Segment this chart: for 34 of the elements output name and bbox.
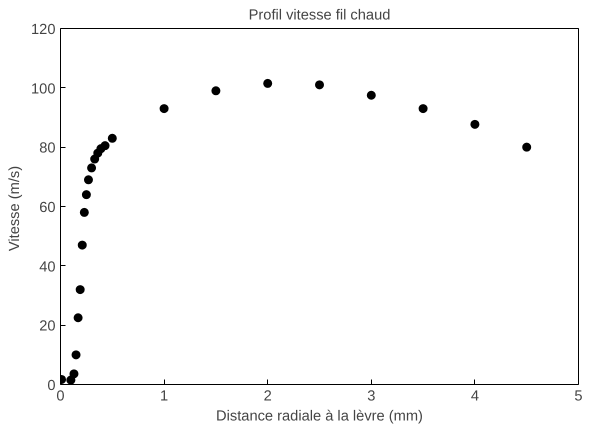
y-tick-label: 20: [39, 318, 56, 335]
point: [160, 104, 169, 114]
chart-title: Profil vitesse fil chaud: [248, 8, 390, 24]
point: [100, 141, 110, 150]
point: [80, 208, 89, 217]
x-tick-label: 1: [160, 388, 168, 404]
y-tick-label: 0: [47, 378, 56, 394]
y-tick-label: 80: [39, 140, 56, 157]
point: [418, 104, 428, 114]
point: [108, 134, 117, 143]
x-tick-label: 2: [264, 388, 272, 404]
point: [366, 90, 376, 100]
x-tick-label: 3: [367, 388, 376, 404]
y-tick-label: 100: [31, 81, 56, 98]
y-tick-label: 120: [31, 22, 56, 38]
point: [72, 350, 81, 360]
point: [69, 369, 78, 378]
point: [211, 86, 220, 96]
point: [470, 120, 480, 129]
x-tick-label: 4: [470, 388, 479, 404]
y-tick-label: 40: [39, 259, 56, 276]
point: [84, 175, 93, 184]
y-axis-title: Vitesse (m/s): [7, 166, 24, 252]
point: [82, 190, 91, 200]
x-tick-label: 5: [574, 388, 583, 404]
point: [74, 313, 83, 322]
point: [87, 163, 96, 172]
y-tick-label: 60: [39, 200, 56, 216]
x-axis-title: Distance radiale à la lèvre (mm): [216, 408, 423, 424]
point: [263, 78, 272, 88]
point: [76, 285, 85, 294]
point: [522, 142, 532, 152]
point: [315, 80, 324, 90]
point: [78, 240, 87, 250]
